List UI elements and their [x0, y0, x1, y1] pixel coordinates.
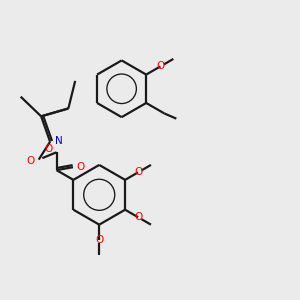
Text: O: O — [134, 212, 142, 222]
Text: O: O — [156, 61, 164, 71]
Text: N: N — [56, 136, 63, 146]
Text: O: O — [76, 162, 85, 172]
Text: O: O — [27, 156, 35, 166]
Text: O: O — [134, 167, 142, 177]
Text: O: O — [44, 144, 53, 154]
Text: O: O — [95, 235, 103, 244]
